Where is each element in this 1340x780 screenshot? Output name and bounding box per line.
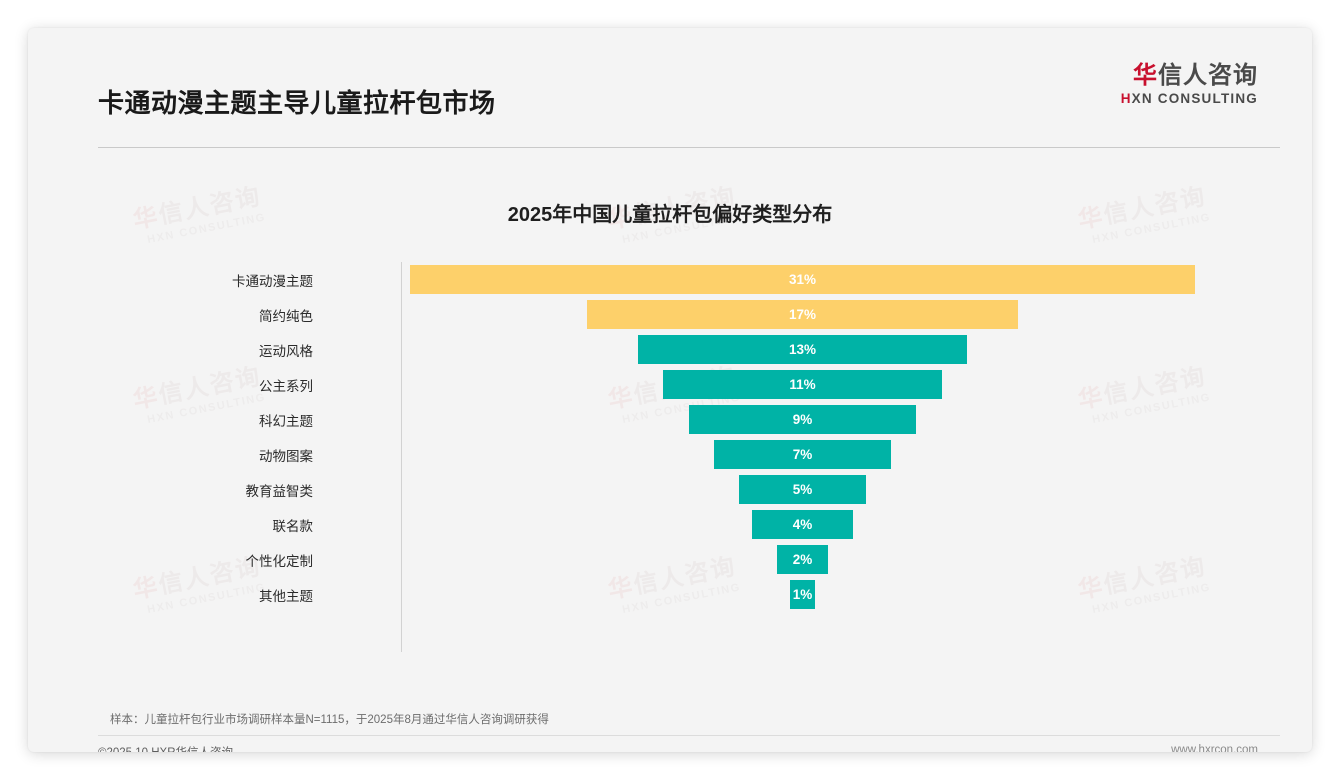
chart-bar-value: 7%: [792, 447, 813, 462]
chart-bar-value: 17%: [788, 307, 817, 322]
source-footnote: 样本：儿童拉杆包行业市场调研样本量N=1115，于2025年8月通过华信人咨询调…: [110, 714, 549, 726]
brand-logo-en-rest: XN CONSULTING: [1131, 90, 1258, 106]
brand-logo: 华信人咨询 HXN CONSULTING: [1121, 62, 1258, 106]
chart-rows: 卡通动漫主题 31% 简约纯色 17% 运动风格 13% 公主系列 11% 科幻主题 9% 动物图案…: [98, 262, 1280, 612]
chart-row: 联名款 4%: [98, 507, 1280, 542]
chart-bar-track: 4%: [325, 507, 1280, 542]
chart-row: 科幻主题 9%: [98, 402, 1280, 437]
chart-row: 其他主题 1%: [98, 577, 1280, 612]
chart-bar-value: 31%: [788, 272, 817, 287]
chart-bar-track: 13%: [325, 332, 1280, 367]
chart-category-label: 个性化定制: [245, 553, 314, 569]
chart-bar[interactable]: 17%: [587, 300, 1018, 329]
chart-bar-track: 11%: [325, 367, 1280, 402]
chart-bar[interactable]: 2%: [777, 545, 828, 574]
funnel-chart: 卡通动漫主题 31% 简约纯色 17% 运动风格 13% 公主系列 11% 科幻主题 9% 动物图案…: [98, 262, 1280, 662]
chart-bar-value: 4%: [792, 517, 813, 532]
page-title: 卡通动漫主题主导儿童拉杆包市场: [98, 88, 496, 118]
chart-bar-value: 9%: [792, 412, 813, 427]
chart-bar[interactable]: 4%: [751, 510, 854, 539]
chart-bar[interactable]: 1%: [789, 580, 816, 609]
brand-logo-cn-rest: 信人咨询: [1158, 62, 1258, 89]
chart-bar-value: 2%: [792, 552, 813, 567]
chart-category-label: 其他主题: [259, 588, 313, 604]
chart-bar-track: 9%: [325, 402, 1280, 437]
chart-bar[interactable]: 11%: [663, 370, 942, 399]
chart-row: 动物图案 7%: [98, 437, 1280, 472]
chart-bar[interactable]: 7%: [713, 440, 892, 469]
chart-bar-track: 7%: [325, 437, 1280, 472]
brand-logo-cn: 华信人咨询: [1121, 62, 1258, 90]
chart-bar-track: 17%: [325, 297, 1280, 332]
brand-logo-cn-red: 华: [1133, 62, 1158, 89]
chart-bar[interactable]: 13%: [637, 335, 968, 364]
chart-bar-track: 5%: [325, 472, 1280, 507]
chart-bar[interactable]: 5%: [739, 475, 866, 504]
chart-bar-value: 5%: [792, 482, 813, 497]
website-text: www.hxrcon.com: [1171, 744, 1258, 752]
chart-row: 运动风格 13%: [98, 332, 1280, 367]
chart-row: 公主系列 11%: [98, 367, 1280, 402]
chart-bar[interactable]: 31%: [410, 265, 1195, 294]
chart-bar[interactable]: 9%: [688, 405, 917, 434]
slide-footer: ©2025.10 HXR华信人咨询 www.hxrcon.com: [98, 740, 1270, 752]
copyright-text: ©2025.10 HXR华信人咨询: [98, 744, 233, 752]
footer-divider: [98, 735, 1280, 736]
chart-category-label: 教育益智类: [245, 483, 314, 499]
header-divider: [98, 147, 1280, 148]
chart-row: 教育益智类 5%: [98, 472, 1280, 507]
chart-bar-track: 1%: [325, 577, 1280, 612]
chart-bar-value: 11%: [789, 377, 816, 392]
chart-row: 简约纯色 17%: [98, 297, 1280, 332]
chart-axis-line: [401, 262, 402, 652]
chart-bar-track: 31%: [325, 262, 1280, 297]
brand-logo-en-red: H: [1120, 90, 1132, 106]
chart-category-label: 运动风格: [259, 343, 313, 359]
chart-category-label: 简约纯色: [259, 308, 313, 324]
chart-category-label: 卡通动漫主题: [232, 273, 313, 289]
chart-category-label: 公主系列: [259, 378, 313, 394]
slide-canvas: 华信人咨询 HXN CONSULTING 华信人咨询 HXN CONSULTING 华信…: [28, 28, 1312, 752]
chart-bar-value: 1%: [792, 587, 813, 602]
brand-logo-en: HXN CONSULTING: [1121, 91, 1258, 106]
chart-category-label: 动物图案: [259, 448, 313, 464]
chart-category-label: 联名款: [272, 518, 314, 534]
chart-row: 个性化定制 2%: [98, 542, 1280, 577]
chart-bar-track: 2%: [325, 542, 1280, 577]
chart-bar-value: 13%: [788, 342, 817, 357]
chart-row: 卡通动漫主题 31%: [98, 262, 1280, 297]
slide-header: 卡通动漫主题主导儿童拉杆包市场 华信人咨询 HXN CONSULTING: [98, 60, 1270, 122]
chart-category-label: 科幻主题: [259, 413, 313, 429]
chart-title: 2025年中国儿童拉杆包偏好类型分布: [507, 204, 833, 226]
